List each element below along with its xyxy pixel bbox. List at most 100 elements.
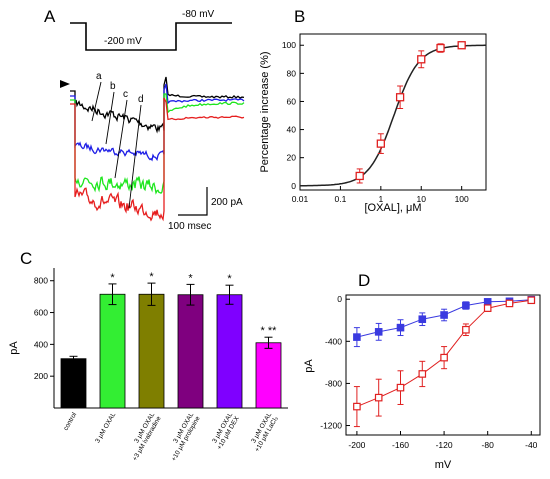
data-point-d-2 <box>396 383 405 392</box>
x-tick-label-d: -80 <box>482 440 495 450</box>
data-point-b <box>436 43 445 53</box>
significance-marker-c: * <box>149 271 154 283</box>
y-tick-label-b: 0 <box>291 181 296 191</box>
current-trace-d <box>70 97 245 222</box>
data-point-b <box>395 93 405 102</box>
data-point-d-1 <box>374 328 383 336</box>
x-tick-label-b: 0.01 <box>292 194 309 204</box>
trace-label-a: a <box>96 71 102 82</box>
voltage-protocol-trace <box>70 22 232 51</box>
trace-label-b: b <box>110 81 116 92</box>
protocol-step-label: -200 mV <box>104 36 142 47</box>
y-tick-label-b: 80 <box>287 68 297 78</box>
category-label-line-c: 3 μM OXAL <box>94 411 117 444</box>
category-label-c: 3 μM OXAL+10 μM prolopine <box>164 411 202 462</box>
plot-frame-b <box>299 33 487 191</box>
data-point-b <box>417 55 426 64</box>
data-point-d-2 <box>418 370 427 378</box>
y-tick-label-d: -400 <box>325 336 342 346</box>
y-axis-label-c: pA <box>8 341 20 355</box>
bar-c <box>99 293 126 409</box>
y-axis-label-b: Percentage increase (%) <box>259 51 271 172</box>
pointer-line-d <box>128 104 142 209</box>
y-tick-label-c: 800 <box>34 276 48 286</box>
data-point-d-1 <box>418 315 427 324</box>
y-tick-label-b: 40 <box>287 125 297 135</box>
data-point-b <box>355 171 364 181</box>
data-point-b <box>376 139 385 148</box>
scale-bar-current-label: 200 pA <box>211 197 243 208</box>
x-tick-label-b: 0.1 <box>335 194 347 204</box>
data-point-d-2 <box>374 393 383 402</box>
fit-curve-b <box>300 44 486 187</box>
x-tick-label-d: -120 <box>436 440 453 450</box>
bar-c <box>177 294 204 409</box>
data-point-d-1 <box>353 333 361 341</box>
data-point-b <box>457 41 466 50</box>
data-point-d-1 <box>483 298 492 306</box>
bar-c <box>216 294 243 409</box>
scale-bar-time-label: 100 msec <box>168 221 211 232</box>
significance-marker-c: * <box>110 272 115 284</box>
significance-marker-c: * ** <box>261 325 278 337</box>
protocol-return-label: -80 mV <box>182 9 215 20</box>
panel-c-label: C <box>20 249 32 268</box>
panel-c: 200 400 600 800 control * 3 μM OXAL * 3 μM OXAL… <box>8 268 288 463</box>
axis-ticks-b: 0.01 0.1 1 10 100 0 20 40 60 80 100 <box>282 40 469 204</box>
category-label-c: 3 μM OXAL+10 μM DEX <box>210 411 241 451</box>
data-point-d-2 <box>483 304 492 312</box>
y-tick-label-c: 600 <box>34 308 48 318</box>
axis-ticks-d: -200 -160 -120 -80 -400-400-800-1200 <box>320 294 537 450</box>
significance-marker-c: * <box>227 273 232 285</box>
y-tick-label-b: 60 <box>287 96 297 106</box>
significance-marker-c: * <box>188 272 193 284</box>
data-point-d-2 <box>527 296 536 305</box>
data-point-d-1 <box>440 311 448 319</box>
y-tick-label-d: 0 <box>337 294 342 304</box>
y-tick-label-c: 200 <box>34 371 48 381</box>
y-tick-label-d: -800 <box>325 378 342 388</box>
bar-c <box>138 293 165 409</box>
category-label-c: 3 μM OXAL <box>94 411 117 444</box>
trace-label-d: d <box>138 94 144 105</box>
x-tick-label-b: 10 <box>417 194 427 204</box>
bar-c <box>60 358 87 409</box>
x-tick-label-b: 1 <box>378 194 383 204</box>
bars-c: control * 3 μM OXAL * 3 μM OXAL+3 μM ivabrad… <box>60 271 282 463</box>
y-tick-label-d: -1200 <box>320 421 342 431</box>
panel-b: 0.01 0.1 1 10 100 0 20 40 60 80 100 [OXAL], μM Per… <box>259 33 487 214</box>
pointer-line-c <box>114 99 128 179</box>
panel-a: -200 mV -80 mV a b c d 200 pA 100 msec <box>60 9 245 232</box>
trace-label-c: c <box>123 89 128 100</box>
pointer-line-b <box>105 91 115 145</box>
axis-ticks-c: 200 400 600 800 <box>34 276 54 381</box>
category-label-line-c: control <box>62 411 78 432</box>
bar-c <box>255 342 282 409</box>
data-point-d-2 <box>462 325 470 334</box>
data-point-d-2 <box>505 299 514 308</box>
y-tick-label-b: 20 <box>287 153 297 163</box>
data-point-d-1 <box>462 301 470 310</box>
x-tick-label-d: -40 <box>525 440 538 450</box>
x-axis-label-b: [OXAL], μM <box>364 202 421 214</box>
x-axis-label-d: mV <box>435 459 452 471</box>
panel-d-label: D <box>358 271 370 290</box>
x-tick-label-d: -160 <box>392 440 409 450</box>
plot-area-d <box>353 295 536 428</box>
plot-frame-d <box>345 294 541 436</box>
panel-d: -200 -160 -120 -80 -400-400-800-1200 mV pA <box>303 294 541 471</box>
y-axis-label-d: pA <box>303 359 315 373</box>
current-trace-c <box>70 93 245 195</box>
category-label-c: control <box>62 411 78 432</box>
plot-area-b <box>300 41 486 187</box>
y-tick-label-b: 100 <box>282 40 296 50</box>
category-label-c: 3 μM OXAL+10 μM LaCl₃ <box>247 411 280 453</box>
category-label-c: 3 μM OXAL+3 μM ivabradine <box>125 411 163 462</box>
scale-bar <box>178 187 208 216</box>
pointer-line-a <box>91 81 102 122</box>
panel-b-label: B <box>294 7 305 26</box>
current-trace-b <box>70 83 245 162</box>
panel-a-label: A <box>44 7 56 26</box>
data-point-d-2 <box>353 402 361 411</box>
